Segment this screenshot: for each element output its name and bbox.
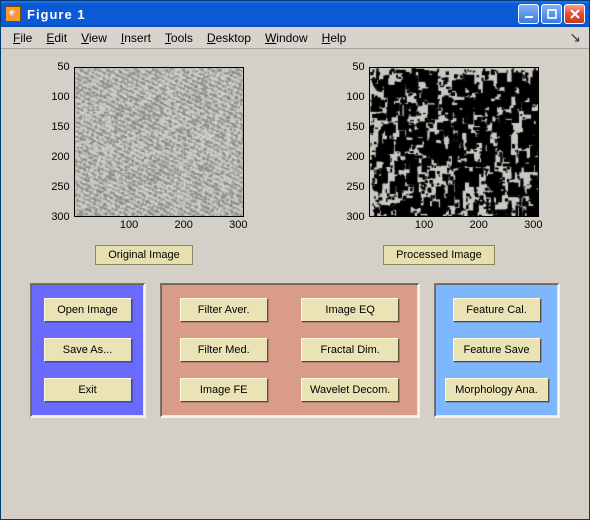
menu-view[interactable]: View	[75, 29, 113, 47]
image-fe-button[interactable]: Image FE	[180, 378, 268, 402]
wavelet-decom-button[interactable]: Wavelet Decom.	[301, 378, 399, 402]
y-axis-right: 50 100 150 200 250 300	[346, 67, 368, 217]
feature-save-button[interactable]: Feature Save	[453, 338, 541, 362]
figure-content: 50 100 150 200 250 300 0 100 200	[1, 49, 589, 519]
menu-tools[interactable]: Tools	[159, 29, 199, 47]
image-eq-button[interactable]: Image EQ	[301, 298, 399, 322]
menu-window[interactable]: Window	[259, 29, 314, 47]
close-button[interactable]	[564, 4, 585, 24]
fractal-dim-button[interactable]: Fractal Dim.	[301, 338, 399, 362]
menubar-corner-icon[interactable]: ↘	[569, 29, 583, 46]
figure-window: Figure 1 File Edit View Insert Tools Des…	[0, 0, 590, 520]
x-axis-left: 0 100 200 300	[78, 217, 248, 231]
filter-med-button[interactable]: Filter Med.	[180, 338, 268, 362]
xtick: 200	[470, 219, 488, 231]
window-controls	[518, 4, 589, 24]
menu-desktop[interactable]: Desktop	[201, 29, 257, 47]
menu-edit[interactable]: Edit	[40, 29, 73, 47]
morphology-ana-button[interactable]: Morphology Ana.	[445, 378, 549, 402]
window-title: Figure 1	[25, 7, 518, 22]
feature-panel: Feature Cal. Feature Save Morphology Ana…	[434, 283, 560, 418]
xtick: 200	[175, 219, 193, 231]
save-as-button[interactable]: Save As...	[44, 338, 132, 362]
menu-help[interactable]: Help	[316, 29, 353, 47]
filter-aver-button[interactable]: Filter Aver.	[180, 298, 268, 322]
menu-file[interactable]: File	[7, 29, 38, 47]
menu-insert[interactable]: Insert	[115, 29, 157, 47]
processed-image-plot[interactable]	[369, 67, 539, 217]
titlebar[interactable]: Figure 1	[1, 1, 589, 27]
xtick: 300	[524, 219, 542, 231]
original-image-plot[interactable]	[74, 67, 244, 217]
processed-image-axes: 50 100 150 200 250 300 0 100 200	[343, 67, 543, 231]
original-image-axes: 50 100 150 200 250 300 0 100 200	[48, 67, 248, 231]
minimize-button[interactable]	[518, 4, 539, 24]
file-panel: Open Image Save As... Exit	[30, 283, 146, 418]
maximize-button[interactable]	[541, 4, 562, 24]
xtick: 100	[415, 219, 433, 231]
y-axis-left: 50 100 150 200 250 300	[51, 67, 73, 217]
xtick: 100	[120, 219, 138, 231]
exit-button[interactable]: Exit	[44, 378, 132, 402]
matlab-icon	[5, 6, 21, 22]
processed-image-caption: Processed Image	[383, 245, 495, 265]
feature-cal-button[interactable]: Feature Cal.	[453, 298, 541, 322]
original-image-caption: Original Image	[95, 245, 193, 265]
x-axis-right: 0 100 200 300	[373, 217, 543, 231]
xtick: 300	[229, 219, 247, 231]
menubar: File Edit View Insert Tools Desktop Wind…	[1, 27, 589, 49]
processing-panel: Filter Aver. Filter Med. Image FE Image …	[160, 283, 420, 418]
open-image-button[interactable]: Open Image	[44, 298, 132, 322]
